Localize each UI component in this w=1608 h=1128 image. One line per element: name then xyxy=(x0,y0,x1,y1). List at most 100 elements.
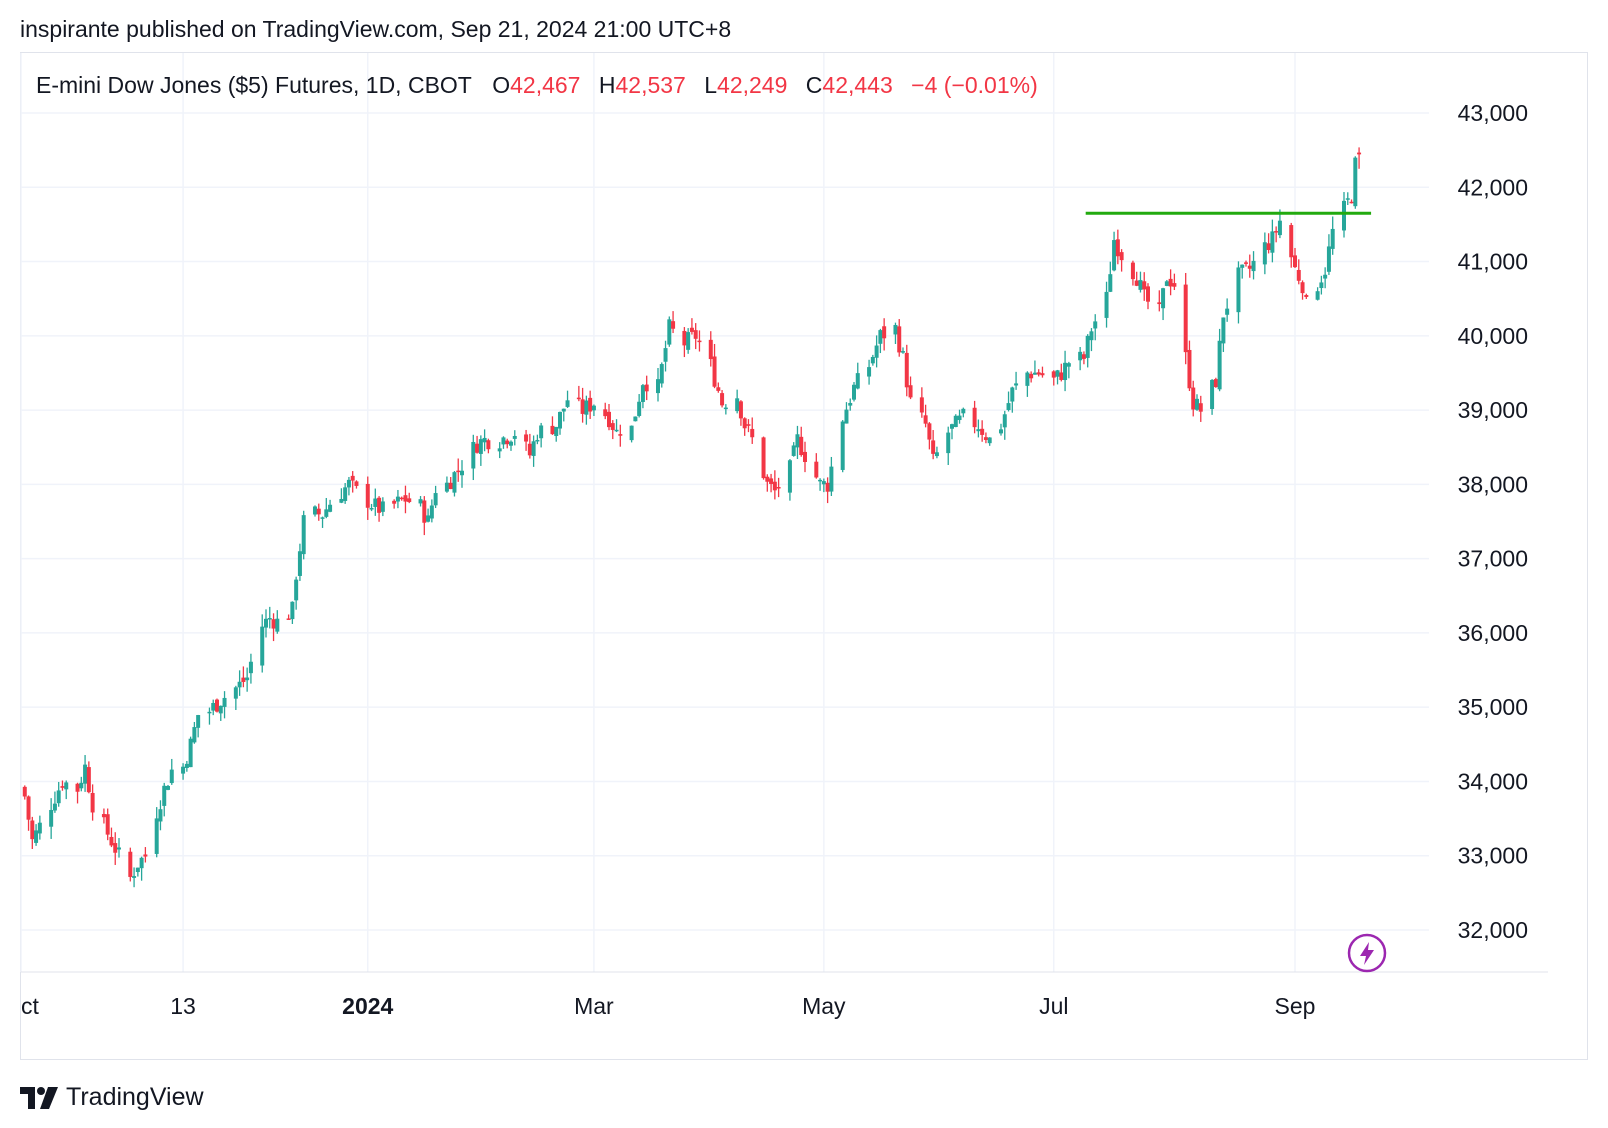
candle-body xyxy=(987,437,992,444)
candle-up xyxy=(320,516,325,528)
candle-body xyxy=(927,423,932,440)
candle-body xyxy=(765,476,770,482)
candle-up xyxy=(976,419,981,438)
candle-body xyxy=(365,483,370,508)
candle-up xyxy=(418,496,423,507)
candle-up xyxy=(139,856,144,881)
candle-body xyxy=(169,769,174,784)
candle-up xyxy=(565,390,570,408)
candle-down xyxy=(1349,199,1354,204)
candle-body xyxy=(1277,220,1282,236)
candle-body xyxy=(237,681,242,688)
y-tick-label: 39,000 xyxy=(1458,397,1528,423)
candle-down xyxy=(271,613,276,642)
candle-body xyxy=(946,432,951,454)
candle-up xyxy=(1161,287,1166,321)
candle-up xyxy=(301,510,306,560)
candle-down xyxy=(143,847,148,863)
candle-up xyxy=(1085,334,1090,368)
candle-up xyxy=(426,508,431,523)
candle-up xyxy=(735,389,740,414)
candle-body xyxy=(433,493,438,506)
candle-up xyxy=(1089,328,1094,352)
candle-down xyxy=(697,330,702,352)
candle-up xyxy=(901,347,905,354)
candle-body xyxy=(475,443,480,453)
candle-down xyxy=(825,477,830,504)
candle-body xyxy=(901,351,905,353)
candle-body xyxy=(716,387,721,391)
candle-up xyxy=(158,800,163,831)
candle-up xyxy=(181,763,186,780)
candle-up xyxy=(1326,234,1331,275)
candle-down xyxy=(407,492,412,504)
candle-body xyxy=(1055,370,1060,377)
candle-down xyxy=(1146,283,1150,310)
candle-body xyxy=(761,437,766,479)
candle-body xyxy=(1146,286,1150,302)
candle-body xyxy=(267,618,272,620)
candle-body xyxy=(1089,331,1094,341)
candle-body xyxy=(667,319,672,345)
y-tick-label: 34,000 xyxy=(1458,768,1528,794)
candle-body xyxy=(1134,280,1139,286)
candle-up xyxy=(855,362,860,390)
candle-up xyxy=(640,383,645,409)
candle-down xyxy=(1051,370,1056,386)
candle-body xyxy=(215,699,219,712)
candle-down xyxy=(1191,380,1196,417)
candle-body xyxy=(629,425,634,441)
candle-down xyxy=(720,390,725,408)
candle-up xyxy=(1006,391,1011,412)
candle-body xyxy=(207,711,212,714)
candle-body xyxy=(1063,362,1068,381)
candle-up xyxy=(667,316,672,347)
y-tick-label: 36,000 xyxy=(1458,620,1528,646)
candle-body xyxy=(1183,284,1188,353)
candle-down xyxy=(475,435,480,454)
candle-down xyxy=(1157,290,1162,312)
candle-body xyxy=(320,517,325,519)
symbol-name[interactable]: E-mini Dow Jones ($5) Futures, 1D, CBOT xyxy=(36,72,472,98)
candle-body xyxy=(682,330,687,346)
candle-up xyxy=(373,488,378,516)
y-tick-label: 37,000 xyxy=(1458,546,1528,572)
candle-down xyxy=(26,795,31,831)
candle-down xyxy=(1134,271,1139,287)
candle-body xyxy=(524,434,529,442)
candle-up xyxy=(343,483,348,504)
candle-up xyxy=(1025,371,1030,397)
candle-down xyxy=(814,453,819,479)
candle-body xyxy=(712,356,717,387)
candle-up xyxy=(1236,261,1241,324)
candle-up xyxy=(135,867,140,877)
change-value: −4 (−0.01%) xyxy=(911,72,1038,98)
candle-up xyxy=(192,721,197,744)
candle-down xyxy=(316,503,321,521)
candle-up xyxy=(169,758,174,785)
candle-body xyxy=(750,428,755,438)
candle-down xyxy=(671,311,676,334)
candle-body xyxy=(1029,373,1034,379)
candle-up xyxy=(1002,410,1007,440)
candle-down xyxy=(403,485,408,514)
candle-body xyxy=(52,803,57,811)
candle-body xyxy=(132,876,137,878)
candle-body xyxy=(83,764,88,784)
candle-body xyxy=(671,321,676,329)
candle-body xyxy=(723,407,728,410)
tradingview-footer[interactable]: TradingView xyxy=(20,1083,204,1112)
candle-body xyxy=(776,486,781,489)
candle-up xyxy=(584,395,589,425)
candle-body xyxy=(218,705,223,714)
candle-down xyxy=(101,808,106,824)
candle-up xyxy=(49,798,54,839)
low-label: L xyxy=(704,72,718,98)
candle-body xyxy=(852,384,856,400)
candle-body xyxy=(1247,265,1252,269)
candle-up xyxy=(117,838,121,858)
candle-body xyxy=(799,436,804,456)
candle-up xyxy=(957,409,962,424)
candle-body xyxy=(105,814,110,835)
